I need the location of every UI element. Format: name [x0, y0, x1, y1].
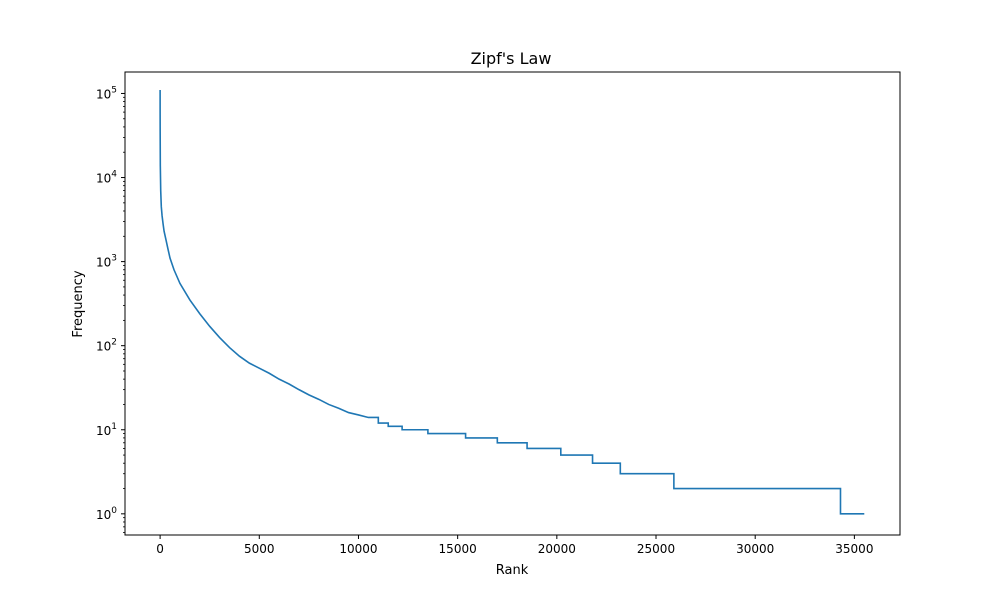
- y-tick-label: 100: [96, 506, 117, 522]
- x-tick-label: 20000: [538, 542, 576, 556]
- series-line-0: [159, 89, 865, 515]
- plot-area: [159, 89, 865, 515]
- x-axis-ticks: 0 5000 10000 15000 20000 25000 30000 35000: [156, 535, 873, 556]
- x-tick-label: 15000: [439, 542, 477, 556]
- chart-title: Zipf's Law: [471, 49, 552, 68]
- plot-frame: [124, 71, 901, 536]
- x-tick-label: 5000: [244, 542, 275, 556]
- y-tick-label: 105: [96, 85, 117, 101]
- y-tick-label: 103: [96, 254, 117, 270]
- y-axis-label: Frequency: [71, 270, 86, 337]
- x-tick-label: 35000: [835, 542, 873, 556]
- x-tick-label: 25000: [637, 542, 675, 556]
- y-tick-label: 101: [96, 422, 117, 438]
- y-tick-label: 104: [96, 170, 117, 186]
- y-tick-label: 102: [96, 338, 117, 354]
- x-tick-label: 30000: [736, 542, 774, 556]
- x-tick-label: 10000: [339, 542, 377, 556]
- x-axis-label: Rank: [496, 563, 529, 578]
- x-tick-label: 0: [156, 542, 164, 556]
- y-axis-ticks: 100 101 102 103 104 105: [96, 85, 125, 533]
